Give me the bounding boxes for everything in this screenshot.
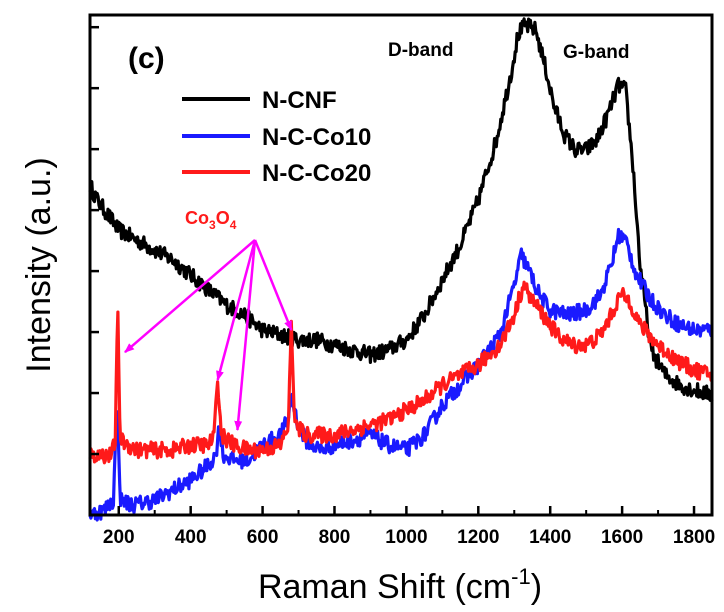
- co3o4-arrow: [234, 239, 257, 431]
- x-tick-label: 1200: [457, 527, 499, 548]
- x-axis-label-end: ): [531, 568, 542, 606]
- series-line-n-c-co20: [88, 280, 714, 465]
- co3o4-arrow: [216, 239, 257, 381]
- x-axis-label: Raman Shift (cm-1): [258, 564, 542, 606]
- y-axis-label: Intensity (a.u.): [20, 157, 58, 372]
- x-axis-label-sup: -1: [511, 564, 531, 589]
- x-tick-label: 400: [175, 527, 207, 548]
- x-tick-label: 200: [103, 527, 135, 548]
- x-tick-label: 1800: [673, 527, 715, 548]
- g-band-label: G-band: [563, 42, 630, 63]
- series-line-n-cnf: [88, 17, 714, 402]
- x-tick-label: 800: [319, 527, 351, 548]
- series-layer: [88, 17, 714, 522]
- x-tick-label: 1400: [529, 527, 571, 548]
- x-axis-label-main: Raman Shift (cm: [258, 568, 511, 606]
- legend-label-n-c-co10: N-C-Co10: [262, 124, 371, 151]
- x-tick-label: 1000: [385, 527, 427, 548]
- co3o4-arrow: [124, 239, 256, 354]
- series-line-n-c-co10: [88, 227, 713, 522]
- co3o4-co: Co: [185, 208, 209, 228]
- x-tick-label: 600: [247, 527, 279, 548]
- x-axis-ticks: 200 400 600 800 1000 1200 1400 1600 1800: [103, 506, 715, 548]
- d-band-label: D-band: [388, 40, 453, 61]
- co3o4-label: Co3O4: [185, 208, 237, 232]
- annotation-layer: [124, 239, 293, 431]
- panel-label: (c): [128, 42, 165, 75]
- co3o4-sub-4: 4: [230, 218, 237, 232]
- x-tick-label: 1600: [601, 527, 643, 548]
- y-axis-ticks: [90, 25, 99, 456]
- co3o4-arrow: [253, 239, 293, 331]
- legend: N-CNF N-C-Co10 N-C-Co20: [182, 87, 371, 187]
- legend-label-n-cnf: N-CNF: [262, 87, 337, 114]
- co3o4-o: O: [216, 208, 230, 228]
- co3o4-sub-3: 3: [209, 218, 216, 232]
- plot-frame: [88, 13, 714, 517]
- legend-label-n-c-co20: N-C-Co20: [262, 160, 371, 187]
